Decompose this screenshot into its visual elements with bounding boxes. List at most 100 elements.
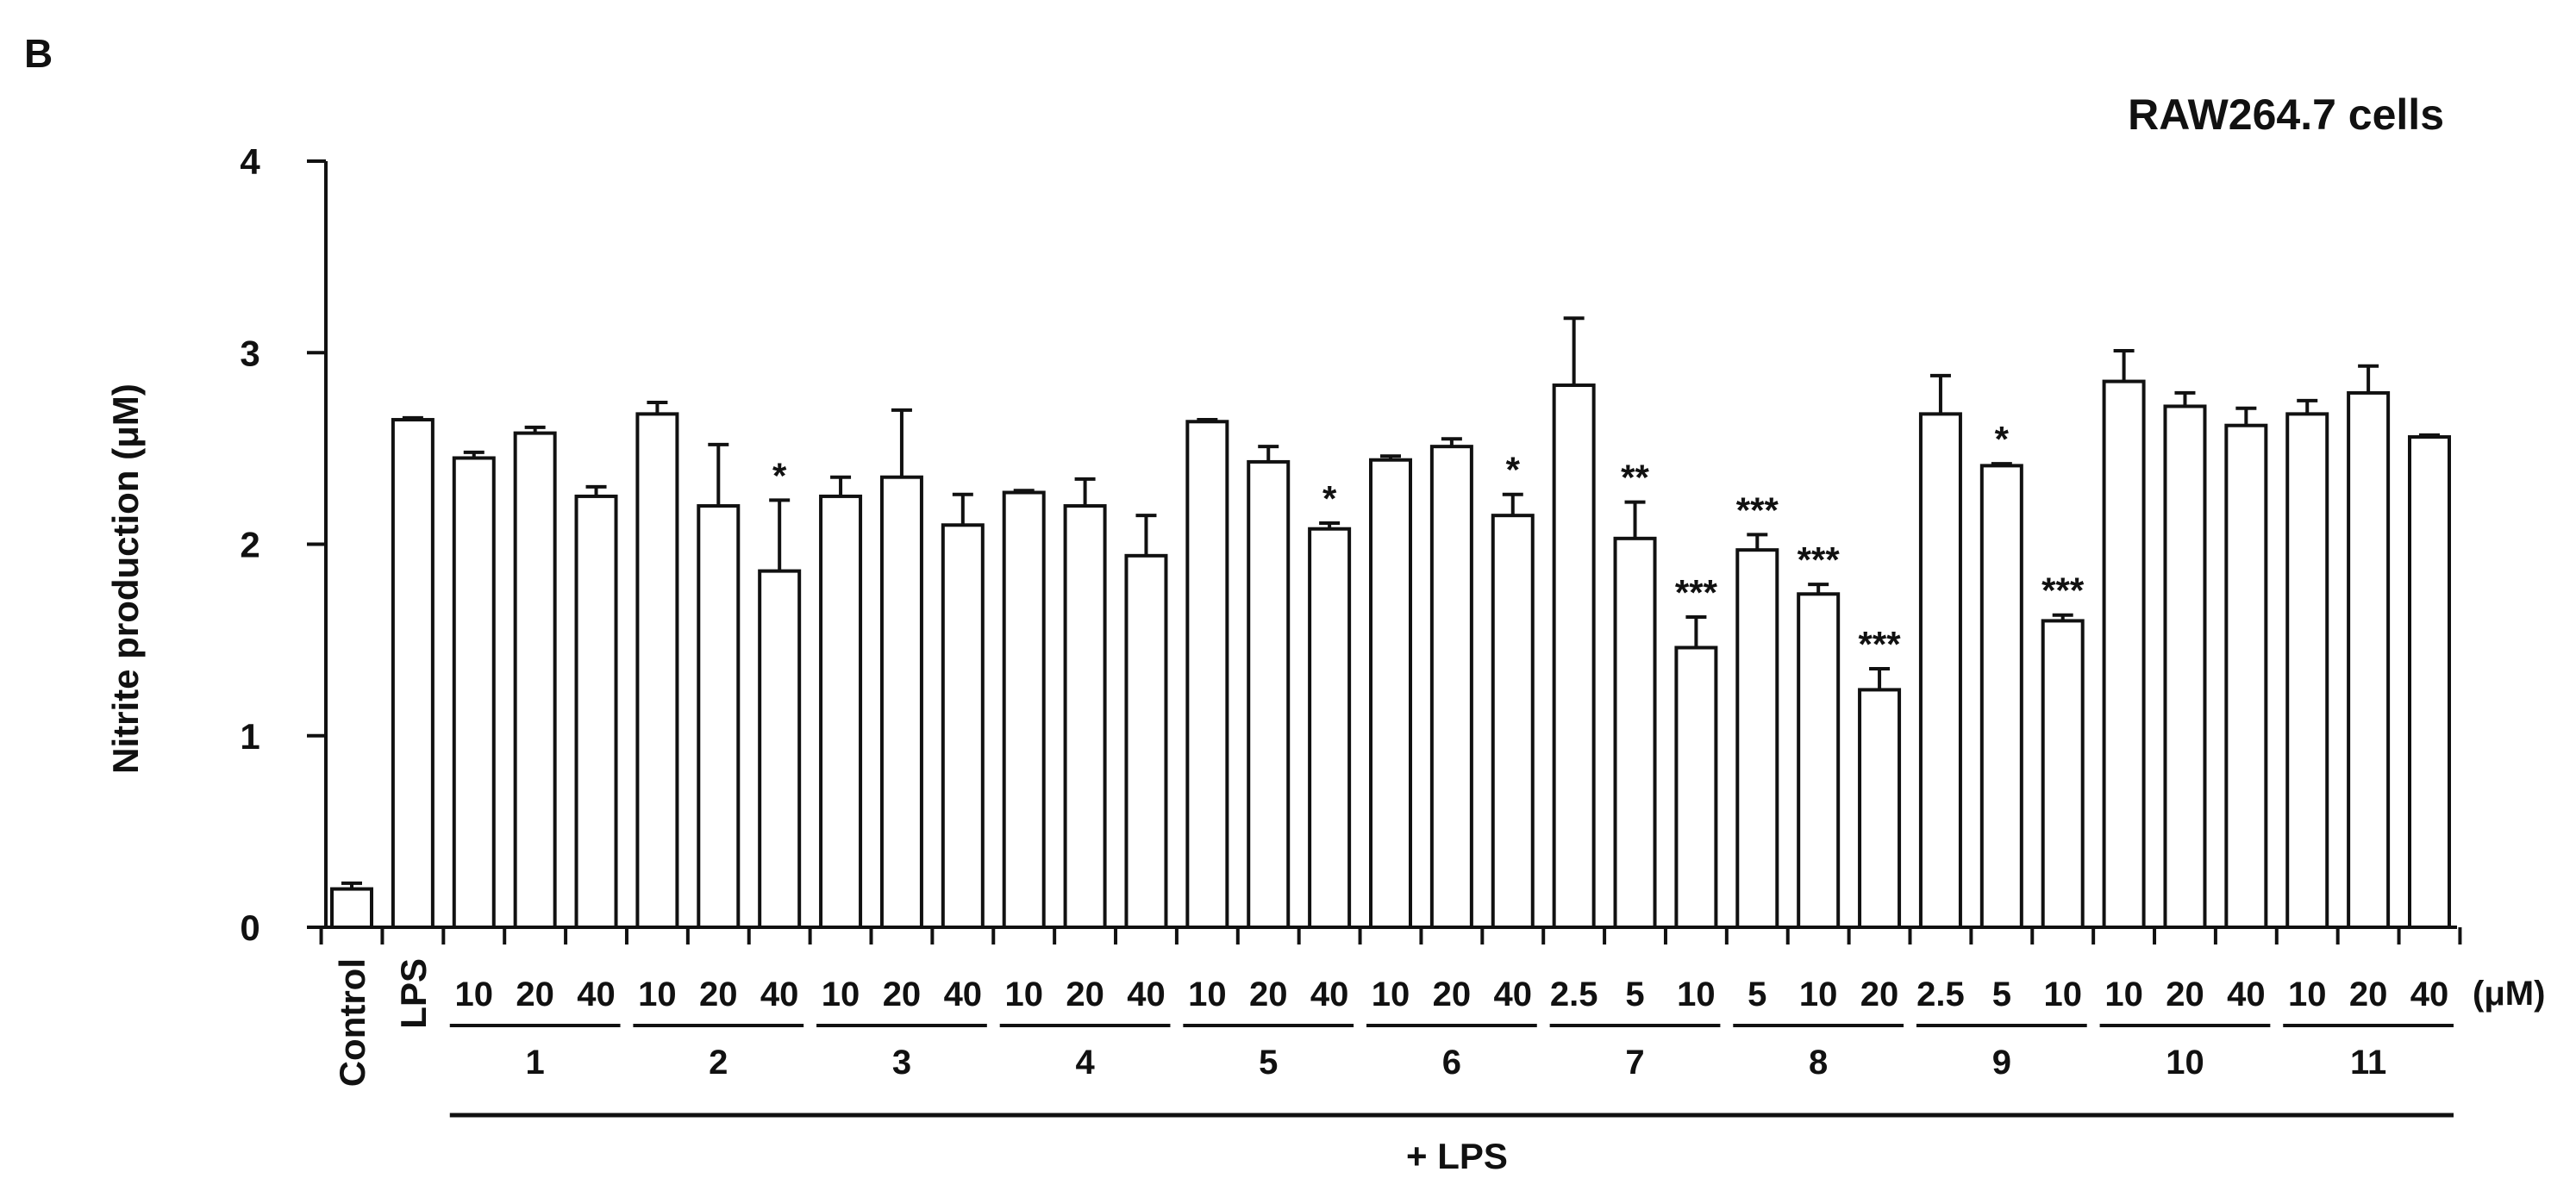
x-tick-label: 5 <box>1992 976 2011 1013</box>
significance-mark: *** <box>2041 570 2085 611</box>
significance-mark: * <box>772 455 787 496</box>
bars: *** ****************** <box>330 316 2451 930</box>
x-tick-labels: Control LPS 10 20 40 10 20 40 10 20 40 10 20 40 10 20 40… <box>332 958 2448 1087</box>
bar <box>452 456 496 929</box>
group-label: 4 <box>1075 1044 1095 1082</box>
bar <box>635 412 679 929</box>
group-label: 7 <box>1625 1044 1644 1082</box>
group-labels: 1 2 3 4 5 6 7 8 9 10 11 <box>449 1024 2454 1118</box>
bar <box>513 431 557 930</box>
bar <box>1429 445 1473 929</box>
x-tick-label: 40 <box>1127 976 1166 1013</box>
bar <box>2408 435 2451 930</box>
x-tick-label: 40 <box>2410 976 2449 1013</box>
y-tick-label: 0 <box>240 907 259 948</box>
x-tick-label: 10 <box>2104 976 2143 1013</box>
y-tick-label: 1 <box>240 716 259 757</box>
x-tick-label: 20 <box>1249 976 1288 1013</box>
bar <box>2163 404 2207 930</box>
y-tick-label: 3 <box>240 333 259 373</box>
group-label: 10 <box>2166 1044 2204 1082</box>
x-tick-label: 10 <box>1188 976 1227 1013</box>
bar <box>1858 688 1902 929</box>
y-axis-label: Nitrite production (μM) <box>105 383 146 774</box>
bar <box>1369 458 1412 929</box>
x-tick-label: 40 <box>1310 976 1349 1013</box>
unit-label: (μM) <box>2473 975 2545 1013</box>
significance-mark: *** <box>1675 572 1718 613</box>
bar <box>2041 619 2085 930</box>
x-tick-label: 5 <box>1625 976 1644 1013</box>
bar <box>879 475 923 929</box>
x-tick-label: 2.5 <box>1550 976 1598 1013</box>
bar <box>2224 423 2268 929</box>
x-tick-label: 10 <box>822 976 860 1013</box>
x-tick-label: 5 <box>1748 976 1766 1013</box>
significance-mark: *** <box>1859 624 1902 664</box>
x-tick-label: 10 <box>2043 976 2082 1013</box>
bar <box>1247 459 1291 929</box>
bar <box>941 523 985 930</box>
bar <box>391 418 435 930</box>
bar <box>2347 390 2391 929</box>
y-tick-label: 2 <box>240 525 259 565</box>
bar <box>1308 527 1352 929</box>
significance-mark: * <box>1322 478 1337 519</box>
bar <box>1063 504 1107 929</box>
x-tick-label: 20 <box>516 976 554 1013</box>
x-tick-label: 40 <box>577 976 616 1013</box>
x-tick-label: 20 <box>1433 976 1472 1013</box>
group-label: 6 <box>1442 1044 1461 1082</box>
bar <box>1552 383 1596 930</box>
bar <box>1491 514 1535 929</box>
x-tick-label: 20 <box>699 976 738 1013</box>
x-tick-label: 20 <box>2166 976 2204 1013</box>
x-tick-label: 10 <box>1677 976 1716 1013</box>
significance-mark: *** <box>1736 489 1779 530</box>
chart-title: RAW264.7 cells <box>2128 90 2444 139</box>
group-label: 2 <box>709 1044 728 1082</box>
x-tick-label: 20 <box>2349 976 2388 1013</box>
bar <box>697 504 741 929</box>
bar <box>1124 553 1168 930</box>
x-tick-label: 10 <box>455 976 494 1013</box>
group-label: 1 <box>526 1044 545 1082</box>
x-tick-label: 40 <box>1494 976 1533 1013</box>
x-tick-label: 10 <box>1372 976 1410 1013</box>
x-tick-label: 10 <box>1799 976 1838 1013</box>
x-tick-label: LPS <box>393 958 434 1029</box>
bar <box>1185 420 1229 929</box>
x-tick-label: 10 <box>2288 976 2327 1013</box>
x-tick-label: 40 <box>760 976 799 1013</box>
lps-group-label: + LPS <box>1406 1136 1508 1176</box>
bar <box>574 494 618 929</box>
significance-mark: * <box>1506 450 1521 490</box>
x-tick-label: 40 <box>2227 976 2266 1013</box>
axes: 0 1 2 3 4 <box>240 141 2462 948</box>
bar <box>1918 412 1962 929</box>
x-tick-label: 2.5 <box>1916 976 1965 1013</box>
bar <box>1797 592 1841 929</box>
x-tick-label: 40 <box>944 976 983 1013</box>
bar <box>1735 548 1779 929</box>
x-tick-label: 20 <box>1860 976 1899 1013</box>
group-label: 11 <box>2350 1044 2386 1082</box>
bar <box>1613 536 1657 930</box>
group-label: 8 <box>1809 1044 1828 1082</box>
bar <box>330 887 373 930</box>
x-tick-label: 20 <box>1066 976 1104 1013</box>
x-tick-label: Control <box>332 958 372 1087</box>
x-tick-label: 20 <box>883 976 922 1013</box>
y-tick-label: 4 <box>240 141 260 182</box>
bar <box>1979 464 2023 929</box>
significance-mark: * <box>1995 419 2010 459</box>
bar <box>2285 412 2329 929</box>
bar <box>758 569 802 929</box>
bar <box>2102 379 2146 929</box>
bar <box>819 494 863 929</box>
x-tick-label: 10 <box>1004 976 1043 1013</box>
bar <box>1674 645 1718 929</box>
x-tick-label: 10 <box>638 976 677 1013</box>
bar <box>1002 490 1046 929</box>
